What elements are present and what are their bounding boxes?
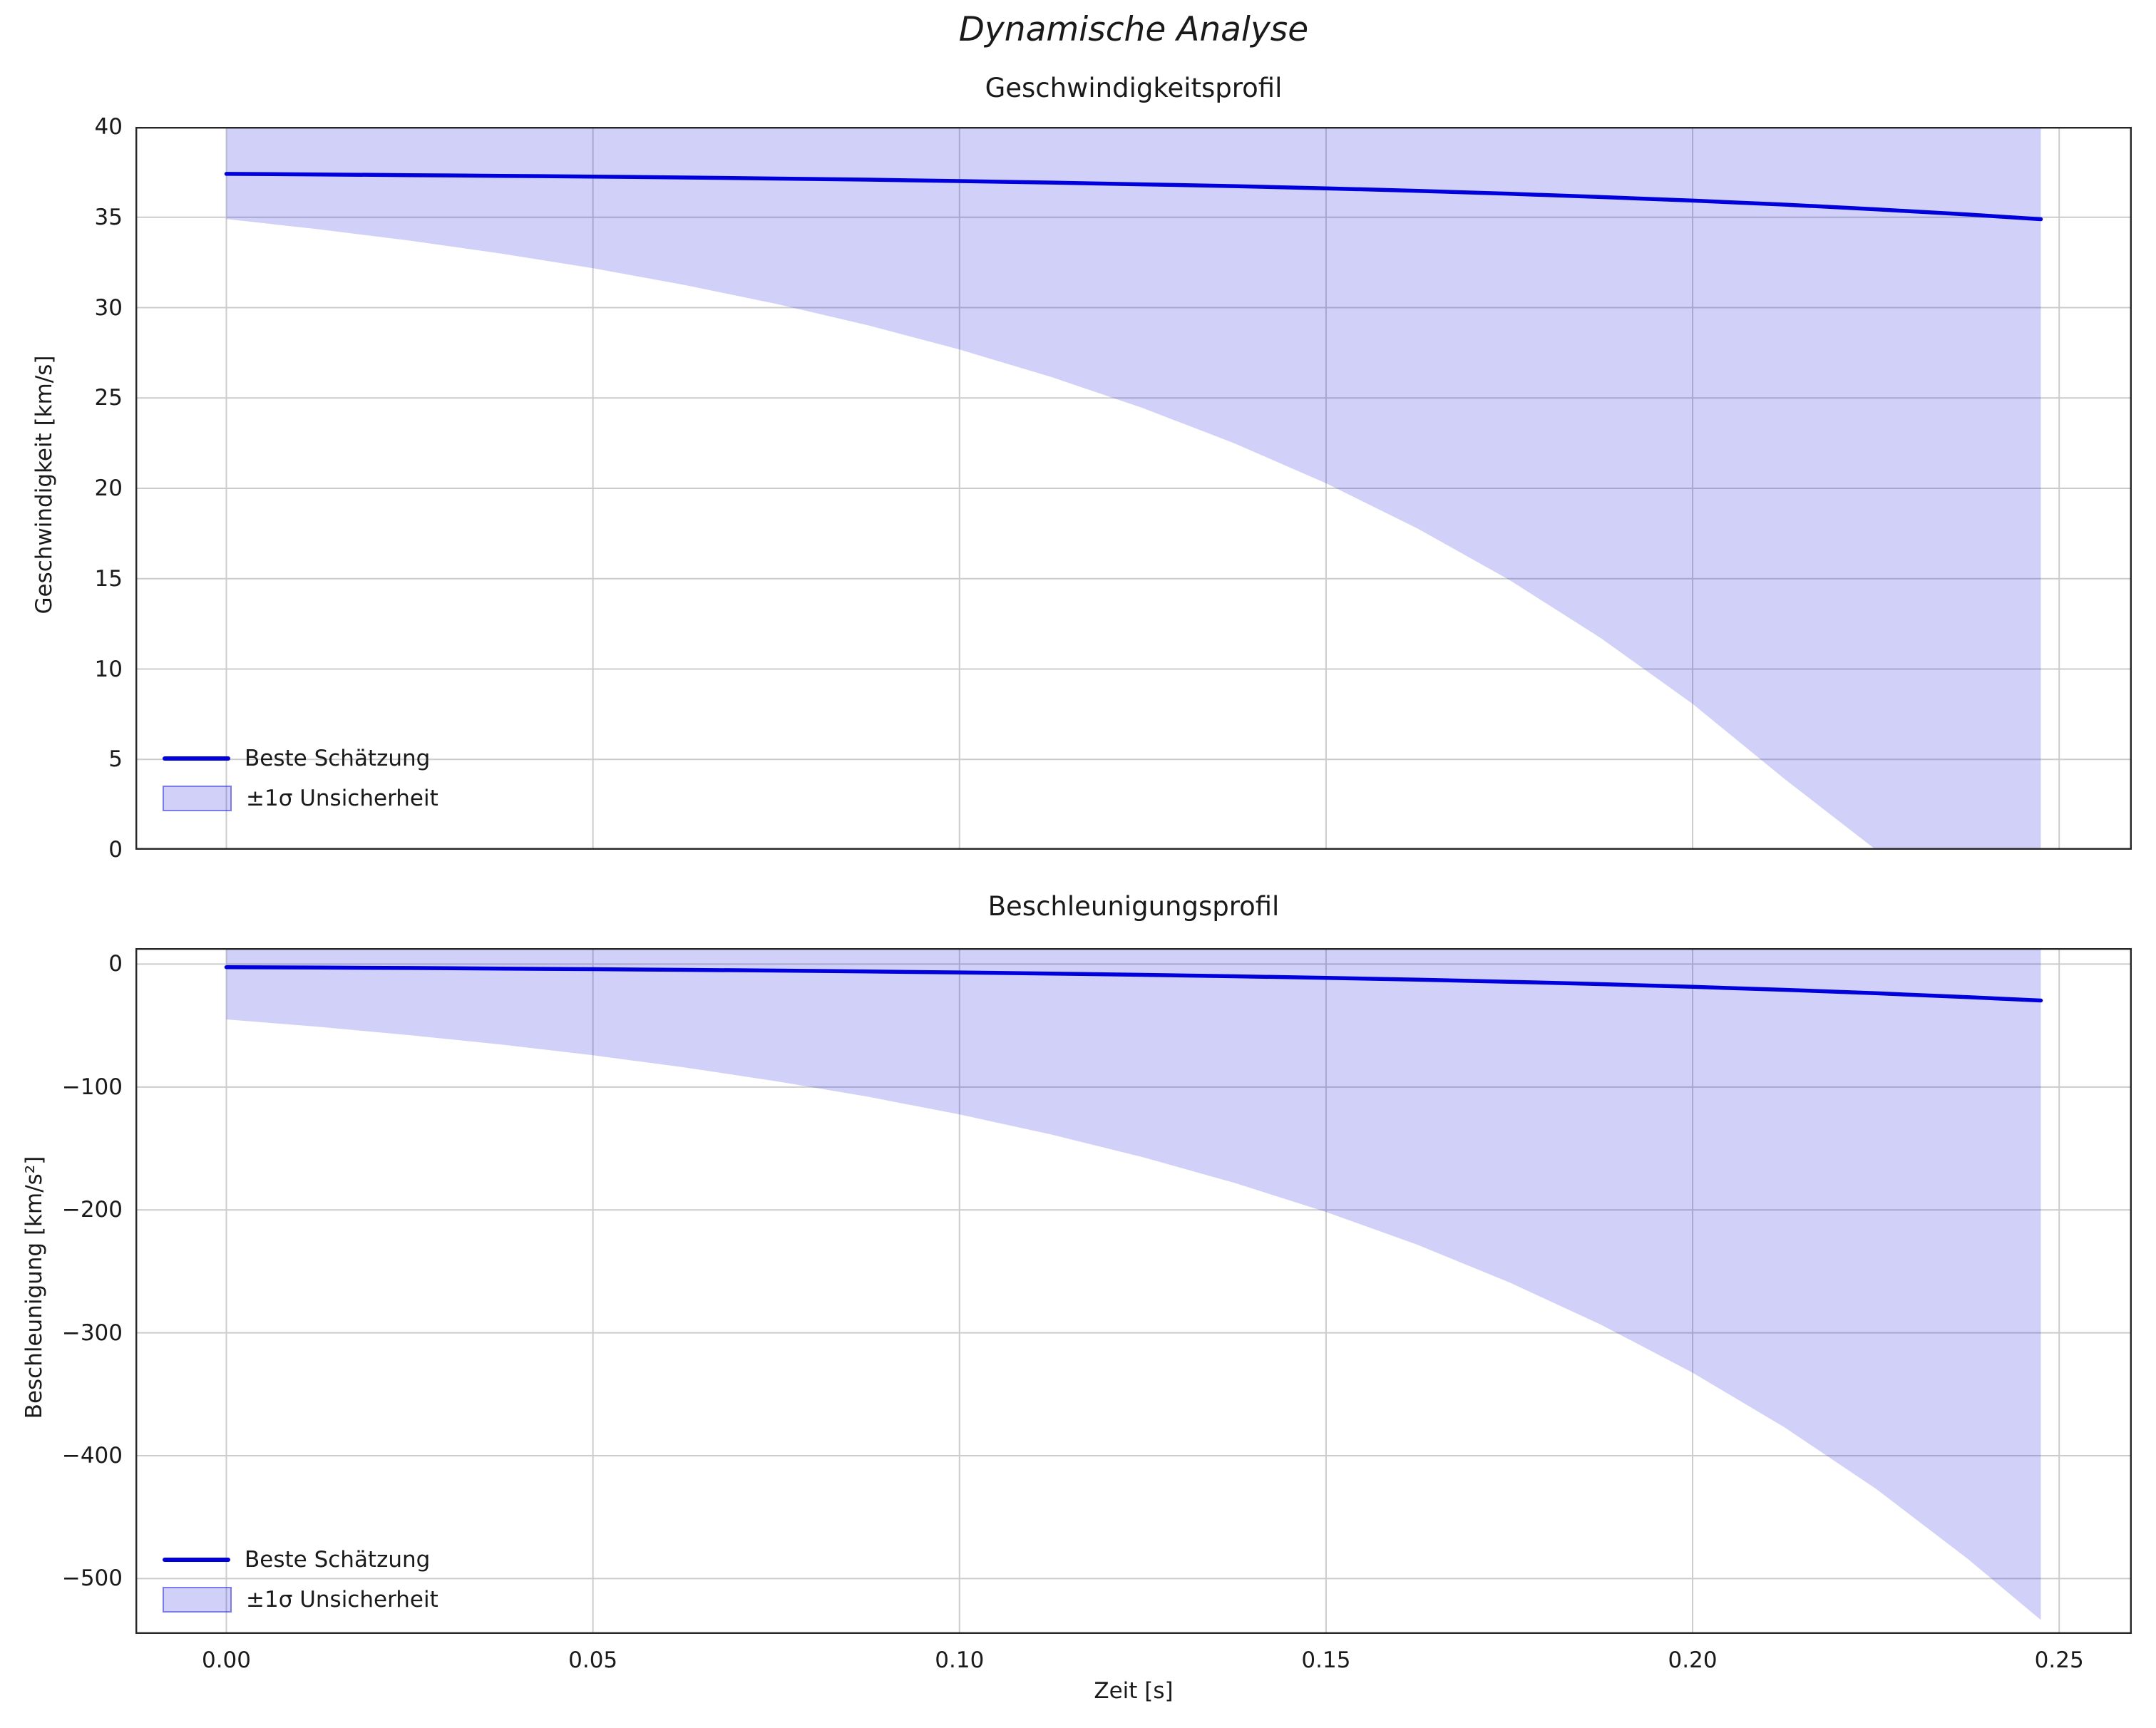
velocity-chart [135, 127, 2132, 850]
x-tick-label: 0.05 [568, 1647, 618, 1673]
acceleration-legend: Beste Schätzung ±1σ Unsicherheit [163, 1540, 438, 1620]
y-tick-label: 0 [108, 837, 123, 863]
velocity-subplot-title: Geschwindigkeitsprofil [985, 73, 1283, 103]
legend-band-swatch [163, 1587, 232, 1613]
legend-label-uncertainty: ±1σ Unsicherheit [246, 786, 438, 811]
acceleration-subplot-title: Beschleunigungsprofil [987, 891, 1280, 922]
acceleration-chart [135, 948, 2132, 1634]
y-tick-label: 0 [108, 951, 123, 977]
uncertainty-band [226, 127, 2041, 850]
y-tick-label: −500 [61, 1565, 123, 1592]
y-tick-label: −100 [61, 1074, 123, 1100]
legend-line-swatch [163, 756, 230, 761]
x-axis-label: Zeit [s] [1094, 1678, 1174, 1704]
best-estimate-line [224, 172, 2043, 222]
y-tick-label: 40 [94, 114, 123, 140]
y-tick-label: 20 [94, 475, 123, 501]
best-estimate-line [224, 965, 2043, 1003]
y-tick-label: 15 [94, 565, 123, 592]
figure-title: Dynamische Analyse [958, 10, 1309, 49]
x-tick-label: 0.20 [1668, 1647, 1718, 1673]
legend-band-swatch [163, 786, 232, 811]
legend-row: Beste Schätzung [163, 739, 438, 778]
legend-row: Beste Schätzung [163, 1540, 438, 1580]
y-tick-label: −300 [61, 1320, 123, 1346]
y-tick-label: −200 [61, 1197, 123, 1223]
y-tick-label: 25 [94, 385, 123, 411]
axes-frame [135, 127, 2132, 850]
legend-row: ±1σ Unsicherheit [163, 1580, 438, 1620]
y-tick-label: 30 [94, 294, 123, 321]
y-tick-label: 5 [108, 746, 123, 773]
y-tick-label: −400 [61, 1443, 123, 1469]
y-tick-label: 10 [94, 656, 123, 682]
legend-row: ±1σ Unsicherheit [163, 778, 438, 818]
x-tick-label: 0.10 [935, 1647, 985, 1673]
y-tick-label: 35 [94, 204, 123, 230]
legend-label-best-estimate: Beste Schätzung [245, 1547, 431, 1573]
axes-frame [135, 948, 2132, 1634]
legend-label-uncertainty: ±1σ Unsicherheit [246, 1587, 438, 1613]
velocity-legend: Beste Schätzung ±1σ Unsicherheit [163, 739, 438, 818]
legend-label-best-estimate: Beste Schätzung [245, 746, 431, 771]
legend-line-swatch [163, 1558, 230, 1562]
uncertainty-band [226, 948, 2041, 1620]
x-tick-label: 0.00 [201, 1647, 252, 1673]
x-tick-label: 0.15 [1301, 1647, 1351, 1673]
x-tick-label: 0.25 [2034, 1647, 2084, 1673]
